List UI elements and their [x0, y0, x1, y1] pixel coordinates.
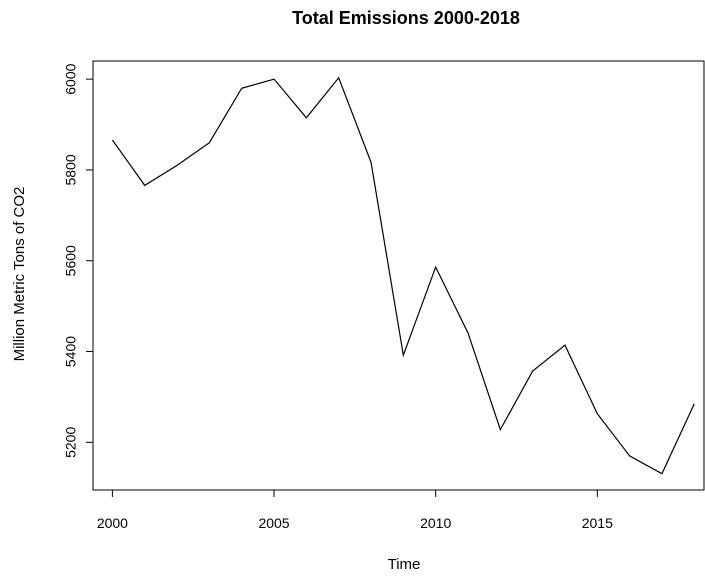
- chart-title: Total Emissions 2000-2018: [292, 8, 520, 28]
- series-layer: [111, 76, 695, 475]
- y-tick-label-0: 5200: [63, 427, 79, 458]
- x-axis-label: Time: [388, 556, 421, 573]
- x-tick-label-0: 2000: [97, 515, 128, 531]
- x-tick-label-3: 2015: [582, 515, 613, 531]
- x-tick-label-2: 2010: [420, 515, 451, 531]
- y-tick-label-3: 5800: [63, 154, 79, 185]
- series-line-0: [111, 76, 695, 475]
- plot-frame: [92, 60, 705, 491]
- y-axis: 5200 5400 5600 5800 6000: [63, 63, 93, 458]
- y-axis-label: Million Metric Tons of CO2: [11, 187, 28, 362]
- y-tick-label-2: 5600: [63, 245, 79, 276]
- x-tick-label-1: 2005: [258, 515, 289, 531]
- x-axis: 2000 2005 2010 2015: [97, 490, 613, 531]
- y-tick-label-1: 5400: [63, 336, 79, 367]
- y-tick-label-4: 6000: [63, 63, 79, 94]
